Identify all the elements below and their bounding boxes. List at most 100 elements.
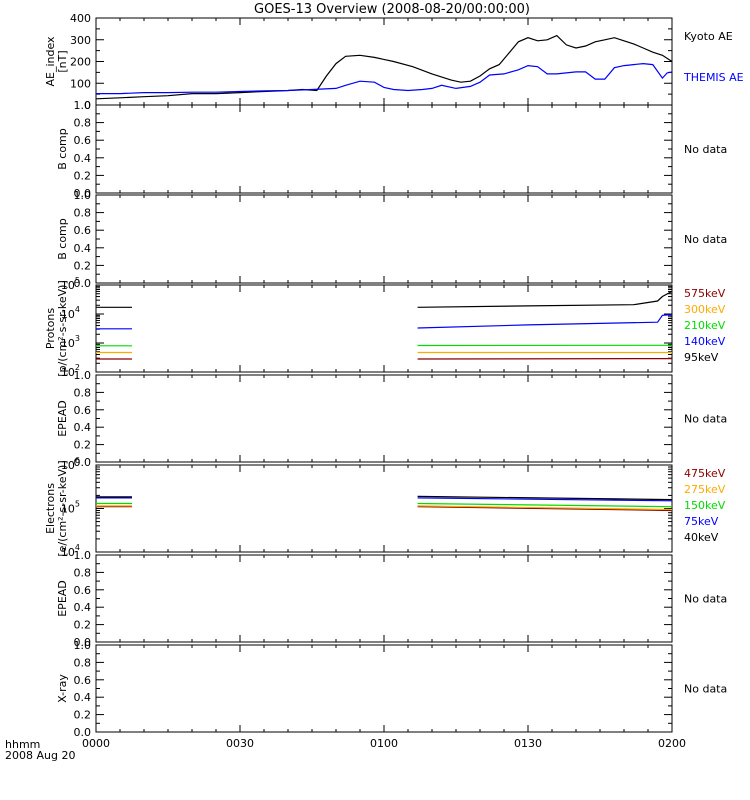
y-tick-label: 0.2 xyxy=(74,619,92,632)
y-tick-label: 0.6 xyxy=(74,224,92,237)
panel-bcomp2: 0.0 0.2 0.4 0.6 0.8 1.0 B comp No data xyxy=(56,189,727,290)
y-tick-label: 1.0 xyxy=(74,639,92,652)
y-tick-label: 0.4 xyxy=(74,601,92,614)
panel-epead1: 0.0 0.2 0.4 0.6 0.8 1.0 EPEAD No data xyxy=(56,369,727,469)
y-tick-label: 0.8 xyxy=(74,566,92,579)
legend-label: 40keV xyxy=(684,531,719,544)
y-tick-label: 0.0 xyxy=(74,277,92,290)
y-tick-label: 0.8 xyxy=(74,656,92,669)
y-tick-label: 0.4 xyxy=(74,152,92,165)
y-tick-label: 0.2 xyxy=(74,169,92,182)
y-tick-label: 0.6 xyxy=(74,584,92,597)
y-tick-label: 100 xyxy=(70,77,91,90)
y-tick-label: 0 xyxy=(84,99,91,112)
no-data-label: No data xyxy=(684,413,727,426)
y-axis-label-line2: [nT] xyxy=(56,50,69,72)
no-data-label: No data xyxy=(684,593,727,606)
y-axis-label: B comp xyxy=(56,218,69,260)
y-tick-label: 0.0 xyxy=(74,636,92,649)
y-tick-label: 0.6 xyxy=(74,134,92,147)
x-tick-label: 0000 xyxy=(82,737,110,750)
legend-label: 75keV xyxy=(684,515,719,528)
legend-label: 140keV xyxy=(684,335,726,348)
y-tick-exponent: 3 xyxy=(75,334,80,343)
y-tick-exponent: 4 xyxy=(75,543,80,552)
y-tick-label: 400 xyxy=(70,12,91,25)
y-tick-exponent: 5 xyxy=(75,276,80,285)
y-axis-label: EPEAD xyxy=(56,400,69,437)
x-axis-label-line1: hhmm xyxy=(5,738,40,751)
y-axis-label-line2: [p/(cm²-s-sr-keV)] xyxy=(56,280,69,377)
y-tick-label: 0.4 xyxy=(74,691,92,704)
y-tick-label: 1.0 xyxy=(74,549,92,562)
y-tick-label: 0.8 xyxy=(74,117,92,130)
x-tick-label: 0030 xyxy=(226,737,254,750)
no-data-label: No data xyxy=(684,233,727,246)
panels: 0 100 200 300 400 AE_index [nT] Kyoto AE THEMIS … xyxy=(44,12,744,739)
y-axis-label-line2: [e/(cm²-s-sr-keV)] xyxy=(56,460,69,556)
y-tick-label: 0.0 xyxy=(74,726,92,739)
x-axis-label-line2: 2008 Aug 20 xyxy=(5,749,75,762)
y-tick-label: 0.2 xyxy=(74,259,92,272)
y-tick-label: 1.0 xyxy=(74,369,92,382)
y-tick-label: 0.8 xyxy=(74,207,92,220)
panel-bcomp1: 0.0 0.2 0.4 0.6 0.8 1.0 B comp No data xyxy=(56,99,727,200)
y-tick-exponent: 2 xyxy=(75,363,80,372)
series-line-150kev xyxy=(417,502,673,508)
series-line-275kev xyxy=(417,505,673,511)
panel-frame xyxy=(95,104,673,194)
y-tick-label: 200 xyxy=(70,56,91,69)
y-tick-label: 1.0 xyxy=(74,99,92,112)
x-tick-label: 0130 xyxy=(514,737,542,750)
x-tick-label: 0100 xyxy=(370,737,398,750)
y-axis-label-line1: Electrons xyxy=(44,483,57,534)
legend-label: THEMIS AE xyxy=(683,71,744,84)
legend-label: 475keV xyxy=(684,467,726,480)
legend-label: 275keV xyxy=(684,483,726,496)
series-line-40kev xyxy=(417,495,673,501)
y-tick-exponent: 6 xyxy=(75,456,80,465)
figure-title: GOES-13 Overview (2008-08-20/00:00:00) xyxy=(254,2,530,17)
legend-label: 210keV xyxy=(684,319,726,332)
legend-label: 150keV xyxy=(684,499,726,512)
panel-xray: 0.0 0.2 0.4 0.6 0.8 1.0 X-ray No data xyxy=(56,639,727,739)
series-line-kyoto-ae xyxy=(95,34,673,100)
y-tick-exponent: 4 xyxy=(75,305,80,314)
panel-frame xyxy=(95,374,673,463)
y-tick-label: 0.4 xyxy=(74,242,92,255)
series-line-themis-ae xyxy=(96,62,673,95)
panel-epead2: 0.0 0.2 0.4 0.6 0.8 1.0 EPEAD No data xyxy=(56,549,727,649)
y-axis-label: X-ray xyxy=(56,674,69,703)
legend-label: Kyoto AE xyxy=(684,30,733,43)
x-tick-label: 0200 xyxy=(658,737,686,750)
no-data-label: No data xyxy=(684,683,727,696)
legend-label: 575keV xyxy=(684,287,726,300)
y-tick-label: 0.6 xyxy=(74,404,92,417)
panel-frame xyxy=(95,194,673,284)
y-tick-label: 0.0 xyxy=(74,456,92,469)
series-line-475kev xyxy=(417,506,673,512)
legend-label: 300keV xyxy=(684,303,726,316)
y-tick-label: 0.8 xyxy=(74,386,92,399)
y-tick-label: 0.0 xyxy=(74,187,92,200)
y-tick-label: 0.4 xyxy=(74,421,92,434)
y-tick-exponent: 5 xyxy=(75,500,80,509)
y-axis-label-line1: AE_index xyxy=(44,36,57,87)
y-axis-label: EPEAD xyxy=(56,580,69,617)
y-tick-label: 0.2 xyxy=(74,439,92,452)
panel-frame xyxy=(95,644,673,733)
no-data-label: No data xyxy=(684,143,727,156)
y-tick-label: 0.2 xyxy=(74,709,92,722)
legend-label: 95keV xyxy=(684,351,719,364)
y-tick-label: 1.0 xyxy=(74,189,92,202)
series-line-140kev xyxy=(417,314,673,329)
panel-ae: 0 100 200 300 400 AE_index [nT] Kyoto AE THEMIS … xyxy=(44,12,744,112)
series-line-75kev xyxy=(417,497,673,502)
y-axis-label: B comp xyxy=(56,128,69,170)
y-axis-label-line1: Protons xyxy=(44,308,57,349)
panel-frame xyxy=(95,554,673,643)
y-tick-label: 300 xyxy=(70,34,91,47)
